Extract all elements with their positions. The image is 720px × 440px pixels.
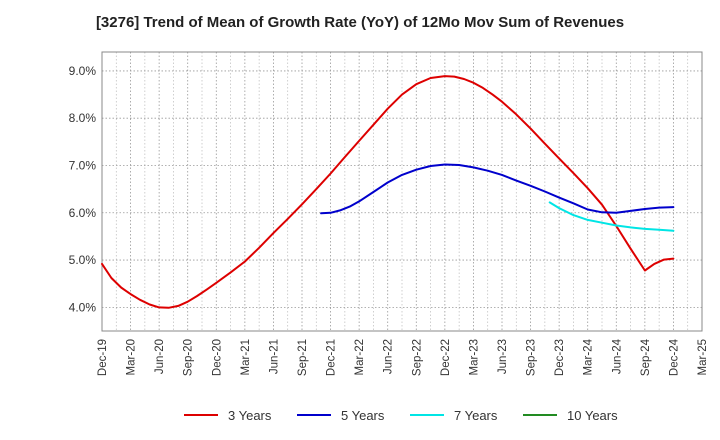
y-tick-label: 5.0% <box>69 253 97 267</box>
chart-title: [3276] Trend of Mean of Growth Rate (YoY… <box>95 14 625 31</box>
series-line-7-years <box>548 201 675 232</box>
x-tick-label: Mar-22 <box>354 339 366 375</box>
x-tick-label: Mar-25 <box>697 339 709 375</box>
x-tick-label: Jun-20 <box>154 339 166 374</box>
legend-swatch-7-years <box>410 414 444 416</box>
x-tick-label: Jun-22 <box>383 339 395 374</box>
series-line-5-years <box>320 163 675 215</box>
x-axis-ticks: Dec-19 Mar-20 Jun-20 Sep-20 Dec-20 Mar-21 Jun-… <box>97 338 709 376</box>
y-tick-label: 8.0% <box>69 111 97 125</box>
y-tick-label: 9.0% <box>69 64 97 78</box>
legend-item-5-years: 5 Years <box>297 405 384 425</box>
legend-swatch-10-years <box>523 414 557 416</box>
x-tick-label: Mar-20 <box>126 339 138 375</box>
y-tick-label: 7.0% <box>69 158 97 172</box>
legend-item-7-years: 7 Years <box>410 405 497 425</box>
x-tick-label: Mar-21 <box>240 339 252 375</box>
x-tick-label: Sep-22 <box>411 339 423 376</box>
y-tick-label: 6.0% <box>69 206 97 220</box>
x-tick-label: Jun-21 <box>268 339 280 374</box>
x-tick-label: Sep-24 <box>640 338 652 376</box>
legend-label-5-years: 5 Years <box>341 407 385 423</box>
x-tick-label: Sep-20 <box>183 339 195 376</box>
y-tick-label: 4.0% <box>69 300 97 314</box>
x-tick-label: Mar-23 <box>468 339 480 375</box>
y-axis-ticks: 4.0% 5.0% 6.0% 7.0% 8.0% 9.0% <box>69 64 97 314</box>
legend-label-3-years: 3 Years <box>228 407 272 423</box>
x-tick-label: Dec-21 <box>326 339 338 376</box>
x-tick-label: Dec-24 <box>668 338 680 376</box>
legend: 3 Years 5 Years 7 Years 10 Years <box>0 405 720 425</box>
grid-lines <box>101 52 703 331</box>
x-tick-label: Sep-21 <box>297 339 309 376</box>
legend-swatch-5-years <box>297 414 331 416</box>
x-tick-label: Dec-23 <box>554 339 566 376</box>
x-tick-label: Dec-20 <box>211 339 223 376</box>
series-line-3-years <box>101 75 675 309</box>
legend-swatch-3-years <box>184 414 218 416</box>
plot-area <box>101 51 703 332</box>
x-tick-label: Dec-19 <box>97 339 109 376</box>
legend-item-10-years: 10 Years <box>523 405 618 425</box>
x-tick-label: Jun-23 <box>497 339 509 374</box>
legend-label-10-years: 10 Years <box>567 407 618 423</box>
x-tick-label: Jun-24 <box>611 338 623 374</box>
x-tick-label: Dec-22 <box>440 339 452 376</box>
series-lines <box>101 75 675 309</box>
legend-label-7-years: 7 Years <box>454 407 498 423</box>
x-tick-label: Sep-23 <box>526 339 538 376</box>
x-tick-label: Mar-24 <box>583 338 595 375</box>
legend-item-3-years: 3 Years <box>184 405 271 425</box>
